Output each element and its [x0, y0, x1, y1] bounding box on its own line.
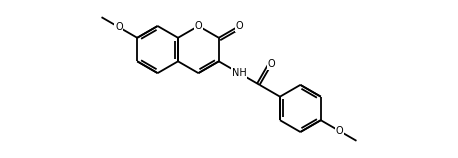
Text: NH: NH — [232, 68, 246, 78]
Text: O: O — [115, 22, 123, 32]
Text: O: O — [195, 21, 202, 31]
Text: O: O — [267, 60, 275, 70]
Text: O: O — [335, 126, 343, 136]
Text: O: O — [235, 21, 243, 31]
